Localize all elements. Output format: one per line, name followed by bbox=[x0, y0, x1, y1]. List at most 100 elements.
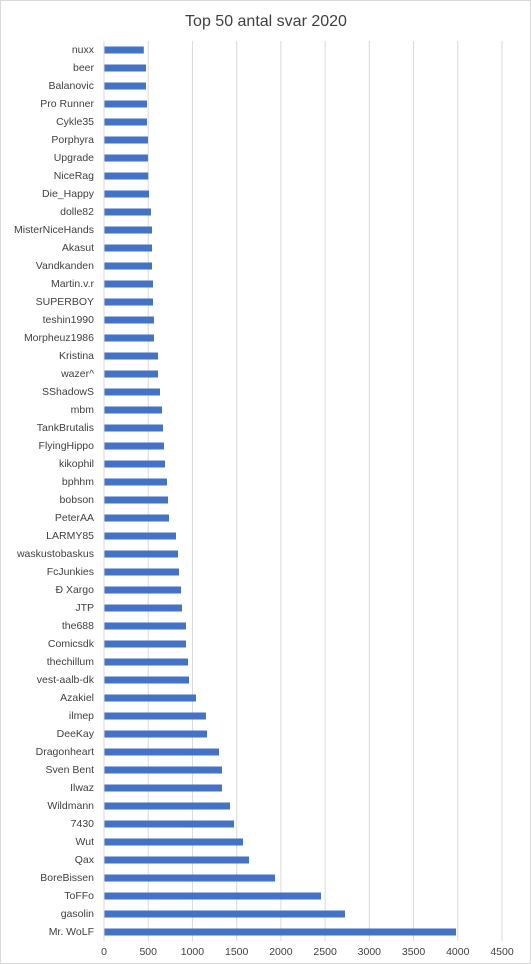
y-tick-label: gasolin bbox=[61, 908, 94, 920]
bar bbox=[104, 370, 159, 378]
bar bbox=[104, 100, 147, 108]
y-tick-label: ToFFo bbox=[64, 890, 94, 902]
y-tick-label: SUPERBOY bbox=[36, 296, 94, 308]
y-tick-label: bphhm bbox=[62, 476, 94, 488]
bar bbox=[104, 388, 160, 396]
y-tick-label: Cykle35 bbox=[56, 116, 94, 128]
bar bbox=[104, 874, 276, 882]
bar bbox=[104, 730, 208, 738]
bar bbox=[104, 586, 182, 594]
bar bbox=[104, 784, 222, 792]
bar bbox=[104, 226, 153, 234]
y-tick-label: Kristina bbox=[59, 350, 94, 362]
bar bbox=[104, 748, 219, 756]
y-tick-label: mbm bbox=[71, 404, 95, 416]
bar bbox=[104, 550, 179, 558]
bar bbox=[104, 64, 147, 72]
y-tick-label: wazer^ bbox=[60, 368, 94, 380]
bar bbox=[104, 514, 170, 522]
y-tick-label: beer bbox=[73, 62, 95, 74]
bar bbox=[104, 172, 149, 180]
y-tick-label: 7430 bbox=[71, 818, 95, 830]
y-tick-label: FcJunkies bbox=[47, 566, 94, 578]
y-tick-label: TankBrutalis bbox=[37, 422, 94, 434]
bar bbox=[104, 82, 147, 90]
y-tick-label: Morpheuz1986 bbox=[24, 332, 94, 344]
y-tick-label: Vandkanden bbox=[36, 260, 94, 272]
y-tick-label: PeterAA bbox=[55, 512, 94, 524]
x-tick-label: 500 bbox=[139, 946, 157, 958]
bar bbox=[104, 766, 222, 774]
x-tick-label: 1500 bbox=[225, 946, 249, 958]
bar bbox=[104, 190, 150, 198]
bar bbox=[104, 316, 154, 324]
x-tick-label: 2000 bbox=[269, 946, 293, 958]
x-tick-label: 0 bbox=[101, 946, 107, 958]
y-tick-label: DeeKay bbox=[57, 728, 95, 740]
bar bbox=[104, 676, 189, 684]
bar bbox=[104, 424, 163, 432]
y-tick-label: Mr. WoLF bbox=[49, 926, 94, 938]
y-tick-label: dolle82 bbox=[60, 206, 94, 218]
bar bbox=[104, 280, 153, 288]
y-tick-label: MisterNiceHands bbox=[14, 224, 94, 236]
y-tick-label: ilmep bbox=[69, 710, 94, 722]
bar bbox=[104, 604, 183, 612]
x-tick-label: 3000 bbox=[358, 946, 382, 958]
bar bbox=[104, 334, 154, 342]
y-tick-label: Akasut bbox=[62, 242, 94, 254]
bar bbox=[104, 298, 153, 306]
y-tick-label: waskustobaskus bbox=[16, 548, 94, 560]
bar bbox=[104, 658, 189, 666]
y-tick-label: Sven Bent bbox=[46, 764, 95, 776]
bar bbox=[104, 892, 322, 900]
bar bbox=[104, 820, 235, 828]
bar bbox=[104, 712, 206, 720]
chart-title: Top 50 antal svar 2020 bbox=[185, 13, 347, 30]
bar bbox=[104, 910, 346, 918]
bar bbox=[104, 118, 147, 126]
y-tick-label: Dragonheart bbox=[36, 746, 94, 758]
y-tick-label: Die_Happy bbox=[42, 188, 95, 200]
bar bbox=[104, 802, 231, 810]
bar bbox=[104, 262, 153, 270]
y-tick-label: thechillum bbox=[47, 656, 95, 668]
bar bbox=[104, 406, 163, 414]
y-tick-label: vest-aalb-dk bbox=[37, 674, 95, 686]
y-tick-label: Qax bbox=[75, 854, 95, 866]
bar bbox=[104, 640, 186, 648]
y-tick-label: NiceRag bbox=[54, 170, 94, 182]
bar bbox=[104, 244, 153, 252]
y-tick-label: teshin1990 bbox=[43, 314, 95, 326]
x-tick-label: 4500 bbox=[490, 946, 514, 958]
x-tick-label: 3500 bbox=[402, 946, 426, 958]
bar bbox=[104, 838, 244, 846]
bar bbox=[104, 928, 457, 936]
y-tick-label: Ð Xargo bbox=[55, 584, 94, 596]
y-tick-label: the688 bbox=[62, 620, 94, 632]
bar bbox=[104, 208, 151, 216]
bar bbox=[104, 532, 176, 540]
y-tick-label: kikophil bbox=[59, 458, 94, 470]
y-tick-label: Porphyra bbox=[51, 134, 94, 146]
bar bbox=[104, 478, 167, 486]
y-tick-label: bobson bbox=[60, 494, 95, 506]
bar bbox=[104, 496, 169, 504]
y-tick-label: BoreBissen bbox=[40, 872, 94, 884]
y-tick-label: Comicsdk bbox=[48, 638, 95, 650]
bar bbox=[104, 568, 180, 576]
y-tick-label: Martin.v.r bbox=[51, 278, 94, 290]
y-tick-label: Wut bbox=[76, 836, 95, 848]
y-tick-label: Balanovic bbox=[48, 80, 94, 92]
y-tick-label: SShadowS bbox=[42, 386, 94, 398]
x-tick-label: 1000 bbox=[181, 946, 205, 958]
x-tick-label: 2500 bbox=[313, 946, 337, 958]
y-tick-label: Azakiel bbox=[60, 692, 94, 704]
bar bbox=[104, 136, 148, 144]
y-tick-label: LARMY85 bbox=[46, 530, 94, 542]
bar bbox=[104, 694, 196, 702]
bar bbox=[104, 856, 250, 864]
y-tick-label: FlyingHippo bbox=[39, 440, 95, 452]
